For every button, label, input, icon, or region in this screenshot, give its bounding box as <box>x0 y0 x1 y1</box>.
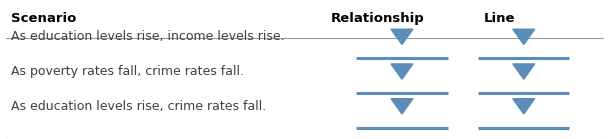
Text: As education levels rise, income levels rise.: As education levels rise, income levels … <box>11 30 284 43</box>
Polygon shape <box>513 64 535 79</box>
Polygon shape <box>391 99 413 114</box>
Polygon shape <box>513 29 535 44</box>
Text: As education levels rise, crime rates fall.: As education levels rise, crime rates fa… <box>11 100 266 113</box>
Polygon shape <box>391 29 413 44</box>
Text: Scenario: Scenario <box>11 12 76 25</box>
Text: As poverty rates fall, crime rates fall.: As poverty rates fall, crime rates fall. <box>11 65 244 78</box>
Text: Relationship: Relationship <box>331 12 424 25</box>
Polygon shape <box>513 99 535 114</box>
Text: Line: Line <box>484 12 515 25</box>
Polygon shape <box>391 64 413 79</box>
